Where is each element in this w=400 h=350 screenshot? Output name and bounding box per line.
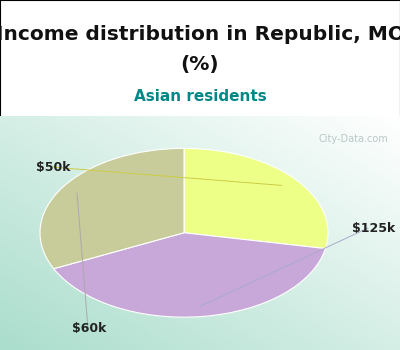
Text: City-Data.com: City-Data.com bbox=[318, 134, 388, 144]
Text: $50k: $50k bbox=[36, 161, 70, 174]
Wedge shape bbox=[54, 233, 326, 317]
Wedge shape bbox=[184, 148, 328, 248]
Wedge shape bbox=[40, 148, 184, 269]
Text: Income distribution in Republic, MO: Income distribution in Republic, MO bbox=[0, 26, 400, 44]
Text: Asian residents: Asian residents bbox=[134, 89, 266, 104]
Text: $60k: $60k bbox=[72, 322, 106, 335]
Text: (%): (%) bbox=[181, 55, 219, 75]
Text: $125k: $125k bbox=[352, 222, 395, 235]
